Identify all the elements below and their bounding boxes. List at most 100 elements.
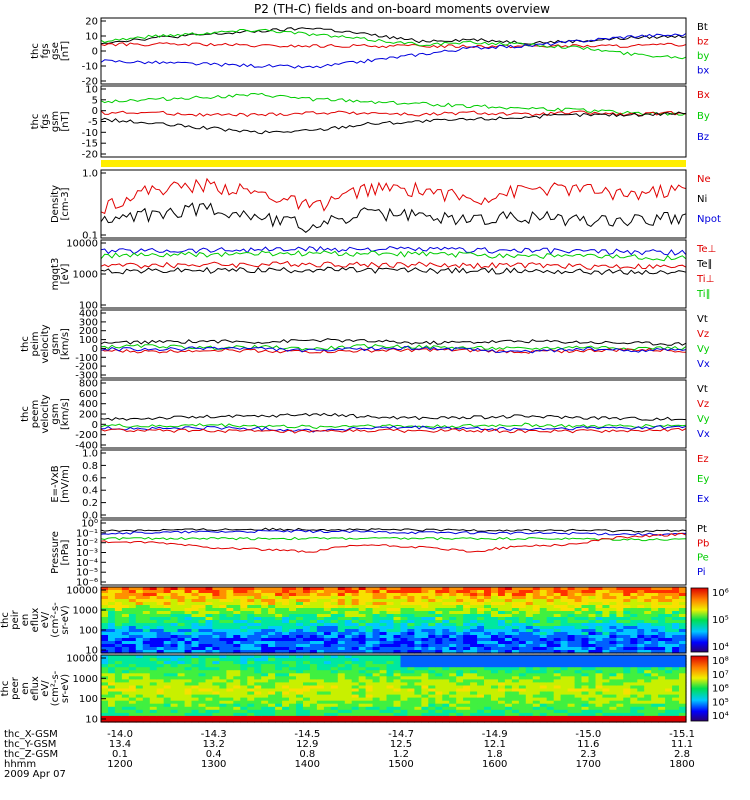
spectrogram-cell — [435, 602, 443, 606]
spectrogram-cell — [219, 673, 227, 677]
spectrogram-cell — [135, 706, 144, 711]
spectrogram-cell — [268, 635, 276, 639]
spectrogram-cell — [672, 602, 680, 606]
spectrogram-cell — [226, 605, 234, 609]
spectrogram-cell — [233, 670, 241, 674]
spectrogram-cell — [191, 703, 200, 708]
spectrogram-cell — [309, 629, 318, 633]
spectrogram-cell — [470, 587, 478, 591]
spectrogram-cell — [323, 602, 332, 606]
spectrogram-cell — [337, 638, 346, 642]
spectrogram-cell — [428, 719, 436, 723]
spectrogram-cell — [637, 593, 645, 597]
spectrogram-cell — [205, 632, 214, 636]
spectrogram-cell — [198, 638, 207, 642]
spectrogram-cell — [428, 697, 436, 702]
spectrogram-cell — [623, 617, 631, 621]
spectrogram-cell — [393, 719, 402, 723]
x-tick-label: 1.8 — [487, 749, 503, 760]
spectrogram-cell — [101, 703, 109, 708]
spectrogram-cell — [595, 691, 604, 696]
spectrogram-cell — [484, 620, 492, 624]
spectrogram-cell — [400, 638, 409, 642]
spectrogram-cell — [323, 667, 332, 671]
spectrogram-cell — [504, 670, 513, 674]
spectrogram-cell — [498, 641, 506, 645]
spectrogram-cell — [240, 632, 248, 636]
spectrogram-cell — [365, 650, 374, 654]
spectrogram-cell — [163, 697, 172, 702]
spectrogram-cell — [184, 620, 193, 624]
spectrogram-cell — [303, 694, 311, 699]
spectrogram-cell — [623, 590, 631, 594]
series-line-density-1 — [100, 202, 687, 233]
spectrogram-cell — [254, 629, 262, 633]
spectrogram-cell — [351, 691, 360, 696]
spectrogram-cell — [121, 617, 130, 621]
spectrogram-cell — [101, 664, 109, 668]
spectrogram-cell — [644, 614, 652, 618]
spectrogram-cell — [358, 688, 367, 693]
spectrogram-cell — [658, 596, 666, 600]
spectrogram-cell — [289, 712, 297, 717]
spectrogram-cell — [205, 655, 214, 659]
y-tick-label: -10 — [82, 128, 98, 139]
spectrogram-cell — [463, 700, 471, 705]
spectrogram-cell — [546, 599, 555, 603]
spectrogram-cell — [435, 596, 443, 600]
spectrogram-cell — [386, 587, 395, 591]
status-bar — [101, 160, 686, 167]
spectrogram-cell — [212, 703, 220, 708]
spectrogram-cell — [156, 641, 165, 645]
spectrogram-cell — [539, 676, 548, 680]
spectrogram-cell — [407, 608, 415, 612]
spectrogram-cell — [449, 697, 457, 702]
spectrogram-cell — [163, 614, 172, 618]
spectrogram-cell — [560, 602, 569, 606]
spectrogram-cell — [128, 655, 137, 659]
spectrogram-cell — [358, 605, 367, 609]
spectrogram-cell — [247, 685, 255, 690]
spectrogram-cell — [442, 703, 450, 708]
spectrogram-cell — [268, 611, 276, 615]
spectrogram-cell — [372, 605, 381, 609]
spectrogram-cell — [630, 655, 638, 659]
spectrogram-cell — [644, 590, 652, 594]
spectrogram-cell — [177, 658, 186, 662]
spectrogram-cell — [679, 658, 687, 662]
spectrogram-cell — [254, 676, 262, 680]
spectrogram-cell — [149, 703, 158, 708]
spectrogram-cell — [498, 658, 506, 662]
spectrogram-cell — [309, 673, 318, 677]
spectrogram-cell — [553, 712, 562, 717]
spectrogram-cell — [595, 587, 604, 591]
spectrogram-cell — [616, 719, 624, 723]
spectrogram-cell — [665, 605, 673, 609]
spectrogram-cell — [128, 688, 137, 693]
spectrogram-cell — [351, 614, 360, 618]
spectrogram-cell — [651, 715, 659, 720]
spectrogram-cell — [191, 635, 200, 639]
spectrogram-cell — [114, 605, 123, 609]
spectrogram-cell — [142, 658, 151, 662]
spectrogram-cell — [247, 706, 255, 711]
spectrogram-cell — [477, 691, 485, 696]
spectrogram-cell — [456, 697, 464, 702]
spectrogram-cell — [108, 694, 116, 699]
spectrogram-cell — [651, 688, 659, 693]
spectrogram-cell — [393, 703, 402, 708]
spectrogram-cell — [484, 629, 492, 633]
spectrogram-cell — [156, 611, 165, 615]
spectrogram-cell — [609, 706, 617, 711]
spectrogram-cell — [219, 685, 227, 690]
spectrogram-cell — [623, 596, 631, 600]
spectrogram-cell — [414, 620, 422, 624]
spectrogram-cell — [233, 605, 241, 609]
spectrogram-cell — [539, 688, 548, 693]
spectrogram-cell — [567, 688, 576, 693]
spectrogram-cell — [511, 638, 520, 642]
spectrogram-cell — [247, 641, 255, 645]
spectrogram-cell — [212, 611, 220, 615]
spectrogram-cell — [532, 617, 541, 621]
spectrogram-cell — [651, 593, 659, 597]
